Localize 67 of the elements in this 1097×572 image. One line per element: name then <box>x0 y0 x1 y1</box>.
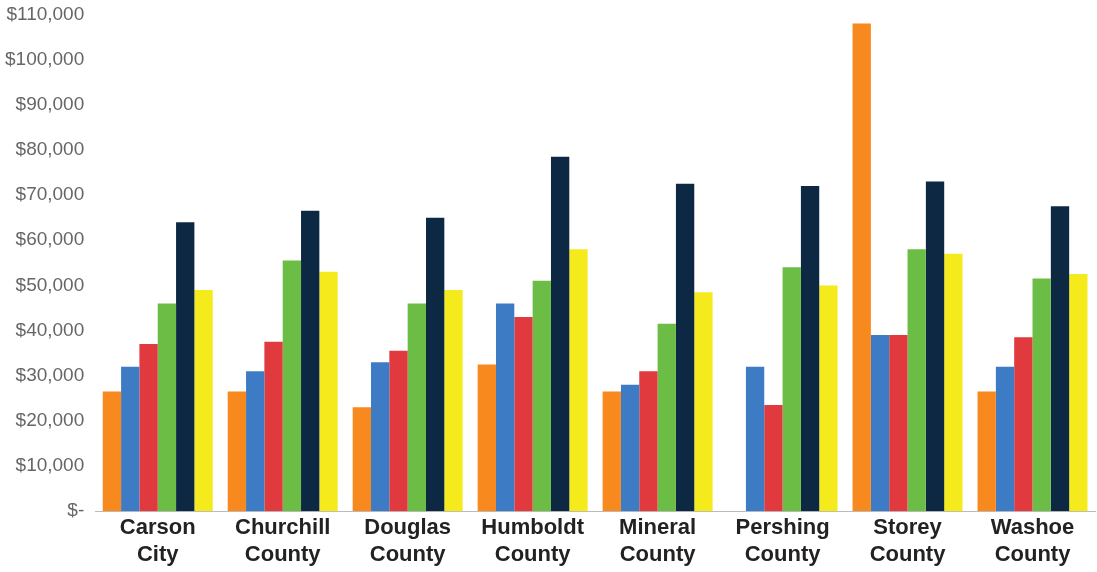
bar <box>550 156 570 512</box>
y-tick-label: $90,000 <box>15 92 85 114</box>
bar <box>620 384 640 512</box>
x-tick-label: Storey County <box>869 514 947 566</box>
bar <box>532 280 551 512</box>
y-tick-label: $110,000 <box>6 2 85 24</box>
bar <box>102 391 122 512</box>
bar <box>1032 278 1051 512</box>
bar <box>602 391 621 512</box>
bar <box>657 323 676 512</box>
bar <box>352 407 372 512</box>
bar <box>371 362 390 512</box>
bar <box>495 303 515 512</box>
bar <box>407 303 426 512</box>
bar <box>194 289 213 512</box>
bar <box>800 186 820 512</box>
y-tick-label: $40,000 <box>15 318 85 340</box>
x-tick-label: Mineral County <box>619 514 697 566</box>
bar <box>157 303 177 512</box>
bar <box>782 267 801 512</box>
bar <box>282 260 302 512</box>
bar <box>514 317 533 512</box>
bar <box>977 391 996 512</box>
bar <box>176 222 195 512</box>
y-tick-label: $60,000 <box>15 228 85 250</box>
y-tick-label: $10,000 <box>15 454 85 476</box>
y-tick-label: $20,000 <box>15 409 85 431</box>
bar <box>694 292 713 512</box>
y-tick-label: $70,000 <box>15 183 85 205</box>
bar <box>852 23 871 512</box>
bar <box>426 217 445 512</box>
bar <box>569 249 588 512</box>
bar <box>246 371 265 512</box>
y-tick-label: $- <box>67 499 85 521</box>
bar <box>1050 206 1070 512</box>
bar <box>889 335 908 512</box>
x-tick-label: Pershing County <box>735 514 830 566</box>
bar <box>227 391 247 512</box>
bar <box>139 344 158 512</box>
x-tick-label: Churchill County <box>235 514 331 566</box>
bar <box>819 285 838 512</box>
bar <box>907 249 926 512</box>
bar <box>1014 337 1033 512</box>
y-tick-label: $50,000 <box>15 273 85 295</box>
bar <box>1069 274 1088 512</box>
bar <box>995 366 1015 512</box>
bar <box>477 364 496 512</box>
bar <box>444 289 463 512</box>
bar <box>745 366 765 512</box>
y-tick-label: $80,000 <box>15 138 85 160</box>
bar <box>925 181 945 512</box>
bar <box>301 210 320 512</box>
bar <box>264 341 283 512</box>
bar <box>389 350 408 512</box>
x-tick-label: Carson City <box>119 514 196 566</box>
x-tick-label: Washoe County <box>990 514 1075 566</box>
bar <box>639 371 658 512</box>
bar <box>319 271 338 512</box>
bar <box>675 183 695 512</box>
y-tick-label: $30,000 <box>15 363 85 385</box>
bar <box>870 335 890 512</box>
x-tick-label: Humboldt County <box>481 514 585 566</box>
bar <box>764 405 783 512</box>
bar <box>121 366 140 512</box>
x-tick-label: Douglas County <box>364 514 452 566</box>
bar <box>944 253 963 512</box>
y-tick-label: $100,000 <box>5 47 85 69</box>
